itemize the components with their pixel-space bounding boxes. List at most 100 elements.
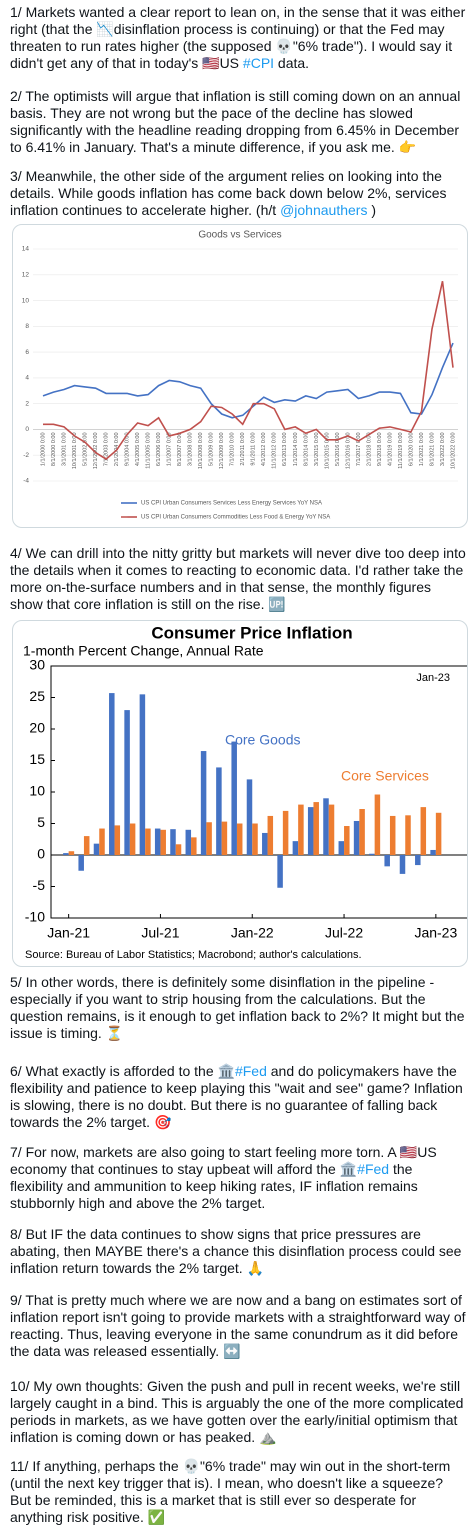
x-tick-label: 7/1/2010 0:00 (230, 432, 236, 466)
bar (160, 829, 166, 855)
paragraph: 3/ Meanwhile, the other side of the argu… (10, 168, 466, 219)
link[interactable]: @johnauthers (280, 202, 368, 218)
x-tick-label: 4/1/2012 0:00 (261, 432, 267, 466)
x-tick-label: 8/1/2000 0:00 (51, 432, 57, 466)
y-tick-label: 30 (29, 657, 45, 673)
x-tick-label: 1/1/2007 0:00 (167, 432, 173, 466)
bar (435, 812, 442, 855)
text-run: 2/ The optimists will argue that inflati… (10, 88, 461, 155)
paragraph: 1/ Markets wanted a clear report to lean… (10, 4, 466, 72)
bar (200, 751, 207, 855)
text-run: 4/ We can drill into the nitty gritty bu… (10, 545, 466, 612)
bar (353, 820, 360, 855)
series-label: Core Goods (225, 732, 300, 748)
x-tick-label: 5/1/2009 0:00 (209, 432, 215, 466)
bar (328, 804, 335, 855)
y-tick-label: 0 (25, 426, 29, 433)
y-tick-label: -10 (25, 909, 45, 925)
x-tick-label: 2/1/2011 0:00 (240, 432, 246, 465)
text-run: 8/ But IF the data continues to show sig… (10, 1226, 462, 1276)
paragraph: 11/ If anything, perhaps the 💀"6% trade"… (10, 1458, 466, 1526)
x-tick-label: Jul-21 (141, 925, 179, 941)
bar (109, 693, 115, 855)
bar (389, 815, 396, 855)
x-tick-label: 11/1/2012 0:00 (272, 432, 278, 468)
x-tick-label: 2/1/2018 0:00 (366, 432, 372, 466)
bar (369, 853, 375, 855)
y-tick-label: 6 (25, 349, 29, 356)
bar (124, 710, 130, 855)
paragraph: 8/ But IF the data continues to show sig… (10, 1226, 466, 1277)
link[interactable]: #Fed (357, 1161, 390, 1177)
bar (374, 794, 381, 855)
text-run: 10/ My own thoughts: Given the push and … (10, 1378, 464, 1445)
y-tick-label: -5 (33, 877, 46, 893)
x-tick-label: 6/1/2020 0:00 (408, 432, 414, 466)
paragraph: 2/ The optimists will argue that inflati… (10, 88, 466, 156)
x-tick-label: 8/1/2007 0:00 (177, 432, 183, 466)
bar (246, 779, 253, 855)
bar (145, 828, 151, 855)
x-tick-label: 10/1/2022 0:00 (450, 432, 456, 469)
bar (338, 841, 345, 855)
y-tick-label: 10 (22, 297, 30, 304)
bar (236, 823, 243, 855)
annotation: Jan-23 (416, 672, 450, 684)
bar (83, 836, 90, 855)
chart-card[interactable]: Consumer Price Inflation 1-month Percent … (12, 620, 468, 967)
paragraph: 4/ We can drill into the nitty gritty bu… (10, 545, 466, 613)
bar (154, 828, 161, 855)
link[interactable]: #CPI (242, 55, 275, 71)
x-tick-label: 9/1/2011 0:00 (251, 432, 257, 465)
y-tick-label: 25 (29, 688, 45, 704)
bar (430, 849, 436, 855)
text-run: 9/ That is pretty much where we are now … (10, 1292, 466, 1359)
bar (68, 851, 75, 855)
text-run: 1/ Markets wanted a clear report to lean… (10, 4, 466, 71)
link[interactable]: #Fed (234, 1063, 267, 1079)
bar (185, 829, 192, 855)
x-tick-label: 4/1/2005 0:00 (135, 432, 141, 466)
paragraph: 5/ In other words, there is definitely s… (10, 974, 466, 1042)
bar (93, 843, 100, 855)
bar (114, 825, 121, 855)
y-tick-label: 0 (37, 846, 45, 862)
y-tick-label: 4 (25, 375, 29, 382)
series-line (42, 342, 454, 419)
legend-label: US CPI Urban Consumers Services Less Ene… (141, 501, 322, 507)
x-tick-label: 7/1/2003 0:00 (104, 432, 110, 466)
paragraph: 9/ That is pretty much where we are now … (10, 1292, 466, 1360)
text-run: and do policymakers have the flexibility… (10, 1063, 463, 1130)
x-tick-label: Jan-21 (47, 925, 90, 941)
x-tick-label: 1/1/2014 0:00 (293, 432, 299, 466)
chart-title: Goods vs Services (198, 230, 281, 241)
chart-card[interactable]: Goods vs Services -4 -2 0 2 4 6 8 10 12 14 1/1/2000… (12, 224, 468, 528)
y-tick-label: 8 (25, 323, 29, 330)
bar (277, 855, 283, 888)
x-tick-label: Jan-23 (414, 925, 457, 941)
x-tick-label: 5/1/2002 0:00 (83, 432, 89, 466)
paragraph: 6/ What exactly is afforded to the 🏛️#Fe… (10, 1063, 466, 1131)
text-run: 11/ If anything, perhaps the 💀"6% trade"… (10, 1458, 451, 1525)
bar (384, 855, 390, 867)
bar (139, 694, 146, 855)
y-tick-label: 5 (37, 814, 45, 830)
x-tick-label: 7/1/2017 0:00 (356, 432, 362, 466)
bar (252, 823, 258, 855)
x-tick-label: 9/1/2018 0:00 (377, 432, 383, 466)
x-tick-label: Jul-22 (325, 925, 363, 941)
x-tick-label: 9/1/2004 0:00 (125, 432, 131, 466)
bar (78, 855, 84, 871)
chart-subtitle: 1-month Percent Change, Annual Rate (23, 643, 264, 659)
x-tick-label: 10/1/2015 0:00 (324, 432, 330, 469)
bar (282, 810, 289, 855)
x-tick-label: 12/1/2002 0:00 (93, 432, 99, 469)
text-run: the flexibility and ammunition to keep h… (10, 1161, 418, 1211)
x-tick-label: 12/1/2016 0:00 (345, 432, 351, 469)
chart-title: Consumer Price Inflation (151, 623, 352, 642)
bar (420, 807, 427, 855)
bar (63, 853, 69, 855)
bar (231, 741, 237, 855)
x-tick-label: 8/1/2021 0:00 (429, 432, 435, 466)
